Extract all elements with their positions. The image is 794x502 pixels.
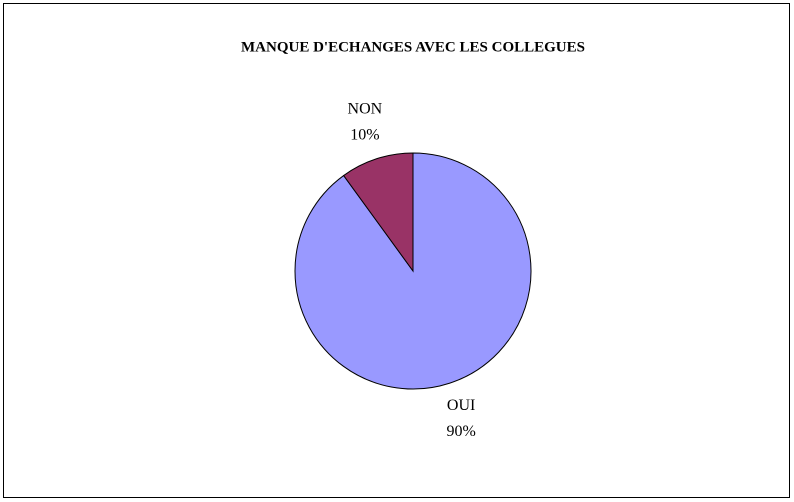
pie-slice: [342, 152, 414, 273]
slice-value-label: 90%: [446, 423, 475, 440]
chart-title: MANQUE D'ECHANGES AVEC LES COLLEGUES: [241, 39, 585, 55]
slice-value-label: 10%: [350, 127, 379, 144]
slice-category-label: NON: [348, 101, 383, 118]
slice-category-label: OUI: [447, 397, 475, 414]
